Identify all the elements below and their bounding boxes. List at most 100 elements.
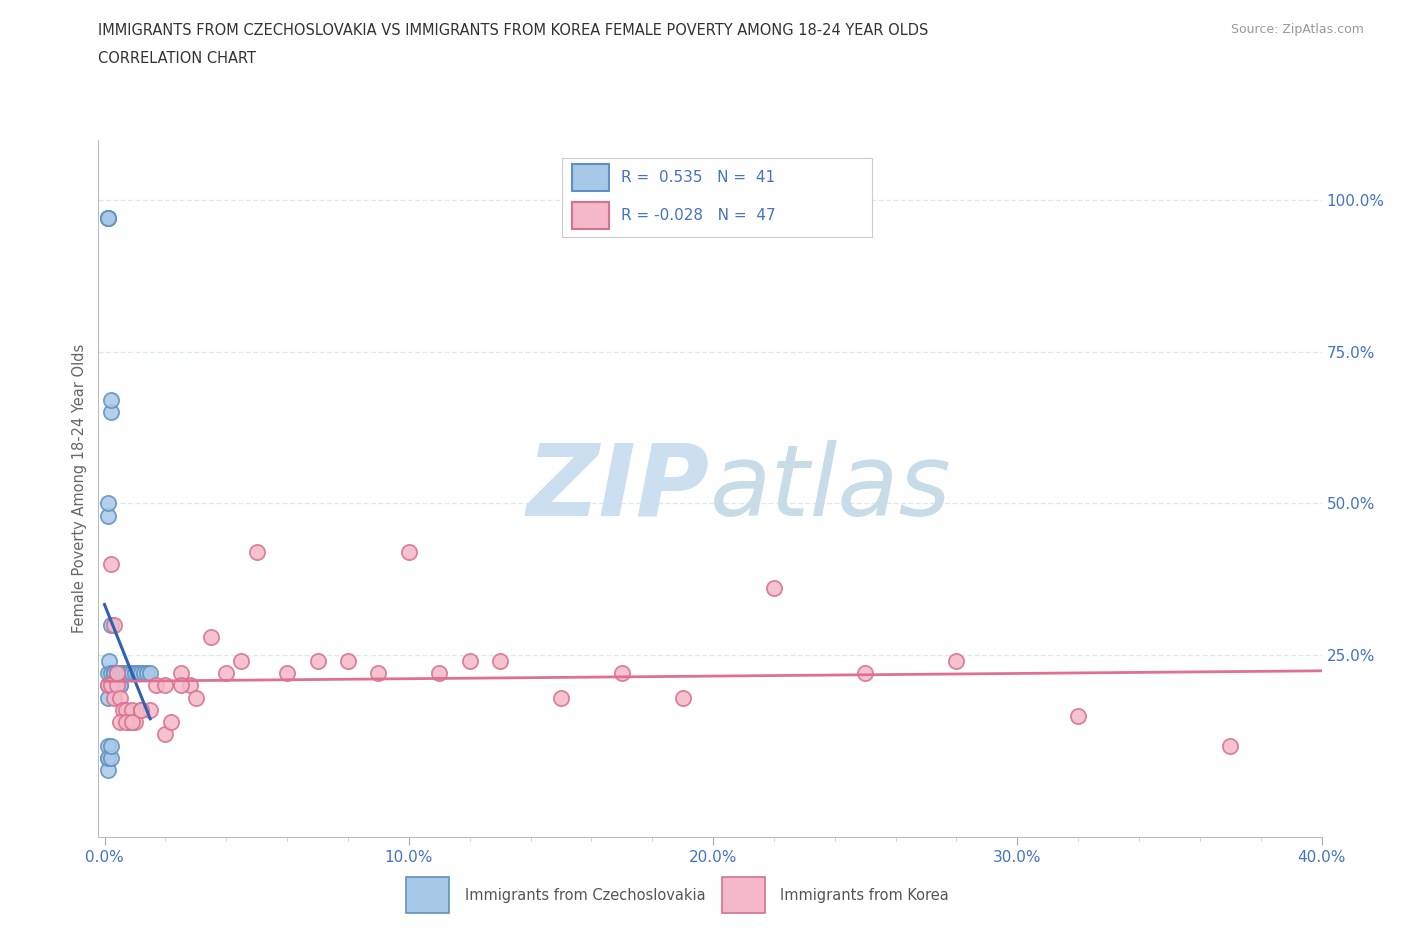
Point: [169, 666, 191, 681]
Point: [111, 666, 134, 681]
Text: Immigrants from Korea: Immigrants from Korea: [780, 887, 949, 903]
Point: [114, 702, 136, 717]
Point: [105, 678, 128, 693]
Point: [100, 618, 122, 632]
Point: [121, 714, 143, 729]
Point: [100, 678, 122, 693]
Point: [105, 666, 128, 681]
Point: [124, 714, 146, 729]
Point: [96, 678, 118, 693]
Point: [100, 392, 122, 407]
Point: [853, 666, 876, 681]
Point: [136, 666, 159, 681]
Point: [111, 666, 134, 681]
Point: [96, 678, 118, 693]
Point: [124, 666, 146, 681]
Text: ZIP: ZIP: [527, 440, 710, 537]
Text: R = -0.028   N =  47: R = -0.028 N = 47: [621, 207, 776, 222]
Point: [215, 666, 238, 681]
Point: [100, 678, 122, 693]
Point: [105, 666, 128, 681]
Y-axis label: Female Poverty Among 18-24 Year Olds: Female Poverty Among 18-24 Year Olds: [72, 343, 87, 633]
Point: [100, 666, 122, 681]
Point: [100, 557, 122, 572]
Point: [108, 666, 131, 681]
Point: [96, 738, 118, 753]
Text: Source: ZipAtlas.com: Source: ZipAtlas.com: [1230, 23, 1364, 36]
Point: [96, 211, 118, 226]
Point: [103, 678, 125, 693]
Point: [96, 666, 118, 681]
Point: [160, 714, 183, 729]
Point: [103, 666, 125, 681]
Point: [550, 690, 572, 705]
Point: [103, 666, 125, 681]
Point: [103, 618, 125, 632]
Point: [307, 654, 329, 669]
Point: [336, 654, 359, 669]
Point: [610, 666, 633, 681]
Point: [945, 654, 967, 669]
Point: [98, 654, 121, 669]
Point: [129, 702, 152, 717]
Point: [427, 666, 450, 681]
Point: [100, 405, 122, 419]
Text: Immigrants from Czechoslovakia: Immigrants from Czechoslovakia: [465, 887, 706, 903]
Point: [672, 690, 695, 705]
Point: [129, 702, 152, 717]
Point: [118, 714, 141, 729]
Point: [108, 678, 131, 693]
Point: [179, 678, 201, 693]
Point: [114, 666, 136, 681]
Point: [169, 678, 191, 693]
Text: CORRELATION CHART: CORRELATION CHART: [98, 51, 256, 66]
Point: [96, 751, 118, 765]
Point: [155, 678, 177, 693]
Point: [127, 666, 149, 681]
Point: [96, 496, 118, 511]
Point: [155, 726, 177, 741]
Point: [1067, 709, 1090, 724]
Point: [276, 666, 298, 681]
Text: IMMIGRANTS FROM CZECHOSLOVAKIA VS IMMIGRANTS FROM KOREA FEMALE POVERTY AMONG 18-: IMMIGRANTS FROM CZECHOSLOVAKIA VS IMMIGR…: [98, 23, 929, 38]
Point: [1219, 738, 1241, 753]
Point: [96, 751, 118, 765]
Point: [200, 630, 222, 644]
Point: [96, 508, 118, 523]
Point: [489, 654, 512, 669]
Point: [114, 714, 136, 729]
Point: [103, 690, 125, 705]
FancyBboxPatch shape: [406, 877, 450, 913]
Point: [108, 690, 131, 705]
Point: [96, 211, 118, 226]
Point: [139, 666, 162, 681]
Point: [367, 666, 389, 681]
Point: [100, 678, 122, 693]
Point: [100, 678, 122, 693]
Point: [108, 714, 131, 729]
Point: [145, 678, 167, 693]
Point: [398, 544, 420, 559]
Point: [96, 211, 118, 226]
Point: [118, 666, 141, 681]
FancyBboxPatch shape: [721, 877, 765, 913]
Point: [100, 751, 122, 765]
Point: [132, 666, 155, 681]
Point: [246, 544, 269, 559]
FancyBboxPatch shape: [572, 165, 609, 192]
Point: [108, 678, 131, 693]
Point: [231, 654, 253, 669]
Point: [184, 690, 207, 705]
Point: [100, 738, 122, 753]
Point: [129, 666, 152, 681]
Point: [111, 702, 134, 717]
Point: [96, 690, 118, 705]
Point: [105, 666, 128, 681]
Text: R =  0.535   N =  41: R = 0.535 N = 41: [621, 169, 775, 184]
Point: [139, 702, 162, 717]
Point: [103, 666, 125, 681]
Point: [762, 581, 785, 596]
Text: atlas: atlas: [710, 440, 952, 537]
Point: [121, 666, 143, 681]
Point: [103, 678, 125, 693]
